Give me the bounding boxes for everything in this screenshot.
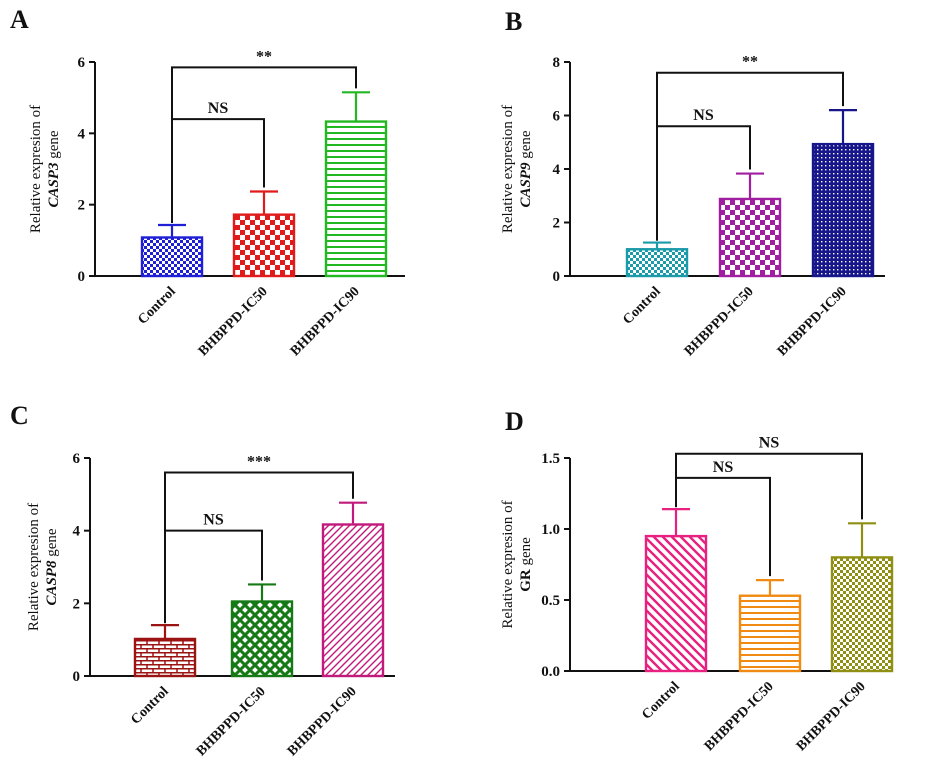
x-tick-label: Control (135, 284, 179, 328)
panel-d: D 0.0 0.5 1.0 1.5 Relative expresion of GR gen… (500, 407, 894, 754)
y-tick-label: 1.0 (541, 522, 560, 538)
bar-control (140, 236, 204, 278)
gene-suffix: gene (44, 528, 60, 560)
bar-bhbppd-ic90 (324, 120, 388, 278)
gene-suffix: gene (518, 537, 534, 569)
error-bar (158, 223, 186, 238)
x-tick-label: BHBPPD-IC50 (194, 684, 269, 759)
error-bar (829, 109, 857, 145)
bar-bhbppd-ic50 (232, 213, 296, 278)
y-tick-label: 2 (78, 198, 86, 214)
x-tick-label: BHBPPD-IC50 (702, 679, 777, 754)
y-tick-label: 2 (553, 216, 561, 232)
bar-bhbppd-ic50 (738, 594, 802, 673)
significance-bracket (656, 71, 844, 241)
y-tick-label: 4 (78, 126, 86, 142)
panel-c: C 0 2 4 6 Relative expresion of CASP8 gene Cont… (10, 401, 395, 759)
error-bar (662, 508, 690, 537)
bar-bhbppd-ic90 (321, 523, 385, 678)
panel-a: A 0 2 4 6 Relative expresion of CASP3 gene Cont… (10, 5, 405, 359)
bar-bhbppd-ic50 (230, 600, 294, 678)
significance-label: *** (247, 454, 271, 471)
y-axis-label: Relative expresion of (500, 500, 516, 628)
significance-label: NS (203, 512, 224, 529)
panel-letter: D (505, 407, 524, 436)
bar-bhbppd-ic90 (830, 556, 894, 673)
bar-control (644, 534, 708, 673)
significance-bracket (675, 452, 863, 520)
bar-control (133, 637, 197, 678)
y-tick-label: 2 (73, 596, 81, 612)
y-axis-label-gene: CASP3 gene (46, 130, 62, 207)
y-axis-label: Relative expresion of (500, 105, 516, 233)
panel-letter: A (10, 5, 29, 34)
y-axis-label-gene: GR gene (518, 537, 534, 592)
error-bar (736, 172, 764, 199)
panel-letter: B (505, 7, 522, 36)
y-tick-label: 0.5 (541, 593, 560, 609)
y-tick-label: 0 (73, 669, 81, 685)
y-tick-label: 4 (553, 162, 561, 178)
error-bar (848, 522, 876, 558)
y-tick-label: 6 (78, 55, 86, 71)
y-axis-label: Relative expresion of (26, 503, 42, 631)
y-tick-label: 6 (553, 109, 561, 125)
significance-label: NS (759, 435, 780, 452)
significance-label: ** (256, 48, 272, 65)
significance-label: ** (742, 54, 758, 71)
y-axis-label-gene: CASP8 gene (44, 528, 60, 605)
significance-label: NS (208, 100, 229, 117)
significance-label: NS (693, 107, 714, 124)
y-tick-label: 0 (78, 269, 86, 285)
bar-bhbppd-ic90 (811, 142, 875, 278)
panel-letter: C (10, 401, 29, 430)
y-tick-label: 1.5 (541, 451, 560, 467)
error-bar (339, 501, 367, 525)
error-bar (342, 91, 370, 122)
x-tick-label: BHBPPD-IC50 (682, 284, 757, 359)
gene-name: CASP9 (518, 162, 534, 208)
error-bar (151, 624, 179, 639)
error-bar (248, 583, 276, 602)
y-tick-label: 0 (553, 269, 561, 285)
y-tick-label: 4 (73, 524, 81, 540)
x-tick-label: BHBPPD-IC50 (196, 284, 271, 359)
gene-suffix: gene (46, 130, 62, 162)
x-tick-label: BHBPPD-IC90 (794, 679, 869, 754)
y-tick-label: 8 (553, 55, 561, 71)
y-tick-label: 6 (73, 451, 81, 467)
significance-label: NS (713, 459, 734, 476)
y-axis-label: Relative expresion of (28, 105, 44, 233)
bar-control (625, 248, 689, 278)
gene-suffix: gene (518, 130, 534, 162)
y-axis-label-gene: CASP9 gene (518, 130, 534, 207)
gene-name: CASP8 (44, 560, 60, 606)
significance-bracket (171, 66, 357, 223)
error-bar (250, 190, 278, 215)
x-tick-label: Control (128, 684, 172, 728)
gene-name: GR (518, 569, 534, 592)
bar-bhbppd-ic50 (718, 197, 782, 278)
significance-bracket (164, 471, 354, 624)
x-tick-label: BHBPPD-IC90 (285, 684, 360, 759)
x-tick-label: Control (639, 679, 683, 723)
gene-name: CASP3 (46, 162, 62, 208)
panel-b: B 0 2 4 6 8 Relative expresion of CASP9 gene Con… (500, 7, 885, 359)
significance-bracket (171, 118, 265, 223)
x-tick-label: BHBPPD-IC90 (288, 284, 363, 359)
x-tick-label: Control (620, 284, 664, 328)
error-bar (756, 579, 784, 596)
x-tick-label: BHBPPD-IC90 (775, 284, 850, 359)
error-bar (643, 241, 671, 250)
y-tick-label: 0.0 (541, 664, 560, 680)
